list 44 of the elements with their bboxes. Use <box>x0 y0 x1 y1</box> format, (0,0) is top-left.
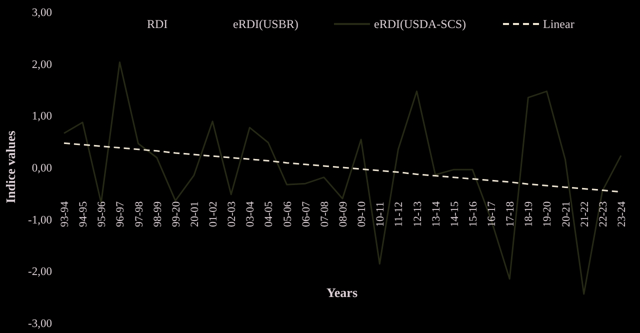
y-tick-label: 2,00 <box>32 58 52 71</box>
x-tick-label: 07-08 <box>318 200 331 227</box>
x-tick-label: 23-24 <box>616 200 628 227</box>
x-tick-label: 98-99 <box>152 200 164 227</box>
x-tick-label: 93-94 <box>59 200 71 227</box>
x-tick-label: 13-14 <box>430 200 442 227</box>
x-tick-label: 12-13 <box>412 200 424 227</box>
y-tick-label: 0,00 <box>32 162 52 175</box>
x-tick-label: 06-07 <box>300 200 312 227</box>
x-tick-label: 97-98 <box>133 200 146 227</box>
x-tick-label: 95-96 <box>96 200 108 227</box>
x-tick-label: 03-04 <box>244 200 257 227</box>
x-tick-label: 05-06 <box>282 200 294 227</box>
x-tick-label: 11-12 <box>393 202 406 227</box>
x-tick-label: 04-05 <box>263 200 276 227</box>
y-tick-label: 3,00 <box>32 7 52 20</box>
x-tick-label: 18-19 <box>523 200 536 227</box>
x-tick-label: 22-23 <box>597 200 610 227</box>
x-tick-label: 94-95 <box>78 200 90 227</box>
x-tick-label: 20-21 <box>560 201 572 227</box>
x-tick-label: 01-02 <box>208 201 220 227</box>
annotation: eRDI(USBR) <box>233 17 298 32</box>
x-tick-label: 16-17 <box>486 200 498 227</box>
x-tick-label: 21-22 <box>578 201 591 227</box>
x-tick-label: 10-11 <box>374 202 387 227</box>
x-tick-label: 96-97 <box>114 200 127 227</box>
legend-label: Linear <box>543 17 574 32</box>
legend-label: eRDI(USDA-SCS) <box>374 17 466 32</box>
x-tick-label: 19-20 <box>542 200 554 227</box>
annotation: RDI <box>147 17 168 32</box>
x-tick-label: 14-15 <box>448 200 461 227</box>
x-tick-label: 20-01 <box>188 201 201 227</box>
x-tick-label: 02-03 <box>226 200 238 227</box>
x-axis-title: Years <box>326 285 358 300</box>
y-tick-label: -2,00 <box>28 266 52 278</box>
x-tick-label: 15-16 <box>467 200 480 227</box>
x-tick-label: 09-10 <box>356 200 368 227</box>
x-tick-label: 08-09 <box>338 200 350 227</box>
y-tick-label: -3,00 <box>28 318 52 330</box>
y-tick-label: -1,00 <box>28 214 52 226</box>
y-tick-label: 1,00 <box>32 110 52 123</box>
x-tick-label: 17-18 <box>504 200 517 227</box>
y-axis-title: Indice values <box>3 130 18 204</box>
x-tick-label: 99-20 <box>170 200 182 227</box>
